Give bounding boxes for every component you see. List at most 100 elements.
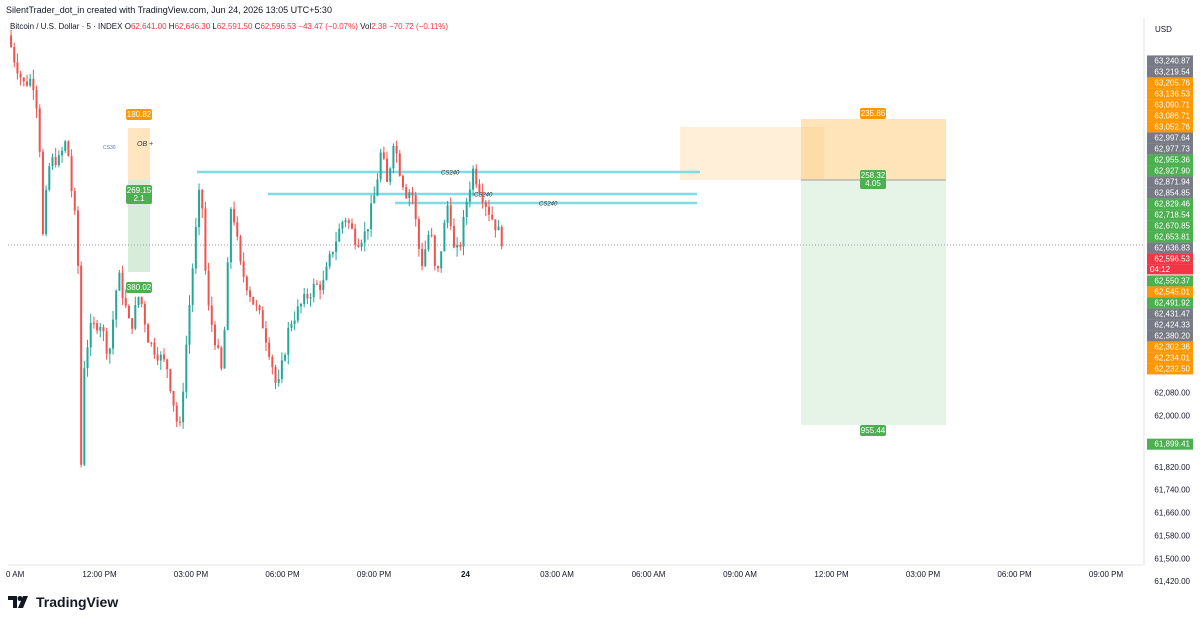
candle-body [242,261,245,277]
y-tick-label: 61,420.00 [1154,577,1190,586]
candle-body [449,205,452,226]
x-tick-label: 12:00 PM [82,570,117,579]
price-tag [1147,438,1193,450]
price-tag-label: 62,927.90 [1154,166,1190,175]
candle-body [19,73,22,78]
candle-body [459,244,462,247]
svg-text:955.44: 955.44 [861,426,886,435]
candle-body [433,235,436,267]
chart-byline: SilentTrader_dot_in created with Trading… [6,5,332,15]
candle-body [271,356,274,368]
price-tag [1147,154,1193,166]
candle-body [421,248,424,267]
candle-body [354,228,357,245]
candle-body [472,168,475,190]
candles [10,29,503,468]
price-tag-label: 62,232.50 [1154,364,1190,373]
candle-body [277,379,280,383]
candle-body [347,220,350,224]
candle-body [465,201,468,217]
candle-body [430,234,433,236]
candle-body [319,284,322,291]
price-tag-label: 63,090.71 [1154,100,1190,109]
open-value: 62,641.00 [130,22,167,31]
candle-body [162,354,165,360]
candle-body [440,251,443,269]
candle-body [296,306,299,321]
change-value: −43.47 (−0.07%) [298,22,358,31]
price-tag [1147,363,1193,375]
candle-body [494,219,497,231]
svg-text:380.02: 380.02 [127,283,152,292]
price-tag [1147,110,1193,122]
price-tag [1147,330,1193,342]
candle-body [175,405,178,422]
x-tick-label: 12:00 PM [814,570,849,579]
candle-body [395,145,398,154]
price-tag [1147,143,1193,155]
candle-body [147,324,150,343]
price-tag-label: 62,871.94 [1154,177,1190,186]
candle-body [51,157,54,167]
candle-body [67,141,70,157]
price-tag [1147,66,1193,78]
candle-body [284,354,287,361]
candle-body [452,225,455,248]
price-tag-label: 62,550.37 [1154,276,1190,285]
price-tag [1147,99,1193,111]
candle-body [57,155,60,166]
price-tag-label: 63,219.54 [1154,67,1190,76]
price-tag [1147,121,1193,133]
candle-body [35,90,38,109]
x-tick-label: 06:00 PM [997,570,1032,579]
price-tag-label: 62,718.54 [1154,210,1190,219]
price-tag-label: 61,899.41 [1154,440,1190,449]
candle-body [382,152,385,159]
candle-body [54,157,57,166]
candle-body [115,290,118,320]
ob-zone-right [680,127,824,180]
price-tag [1147,231,1193,243]
price-tag-label: 62,234.01 [1154,353,1190,362]
x-tick-label: 03:00 PM [174,570,209,579]
candle-body [127,305,130,319]
x-tick-label: 09:00 PM [357,570,392,579]
candle-body [86,347,89,369]
candle-body [16,62,19,74]
candle-body [268,342,271,357]
y-ticks: 62,080.00 62,000.00 61,820.00 61,740.00 61,6… [1154,389,1190,587]
candle-body [252,296,255,305]
candle-body [76,210,79,266]
candle-body [373,195,376,204]
candle-body [105,331,108,354]
price-tag [1147,275,1193,287]
x-ticks: 0 AM 12:00 PM 03:00 PM 06:00 PM 09:00 PM 24 03… [6,570,1123,579]
symbol-legend: Bitcoin / U.S. Dollar · 5 · INDEX O62,64… [10,22,448,31]
candle-body [484,202,487,207]
candle-body [45,189,48,235]
candle-body [255,304,258,306]
candle-body [312,283,315,298]
candle-body [223,329,226,369]
tradingview-logo[interactable]: TradingView [8,594,118,610]
x-tick-label: 0 AM [6,570,25,579]
price-tag [1147,187,1193,199]
tradingview-logo-icon [8,596,28,608]
vol-change: −70.72 (−0.11%) [389,22,449,31]
candle-body [341,222,344,229]
candle-body [315,283,318,285]
y-tick-label: 62,080.00 [1154,389,1190,398]
candle-body [398,153,401,176]
candle-body [159,354,162,361]
x-tick-label: 06:00 AM [632,570,666,579]
y-tick-label: 62,000.00 [1154,411,1190,420]
candle-body [258,305,261,311]
svg-text:269.15: 269.15 [127,186,152,195]
left-risk-label: 180.82 [126,109,152,120]
right-ratio-label: 4.05 [860,178,886,189]
candle-body [300,304,303,307]
candle-body [360,242,363,247]
candle-body [290,324,293,328]
cs240-label-1: CS240 [441,171,460,177]
